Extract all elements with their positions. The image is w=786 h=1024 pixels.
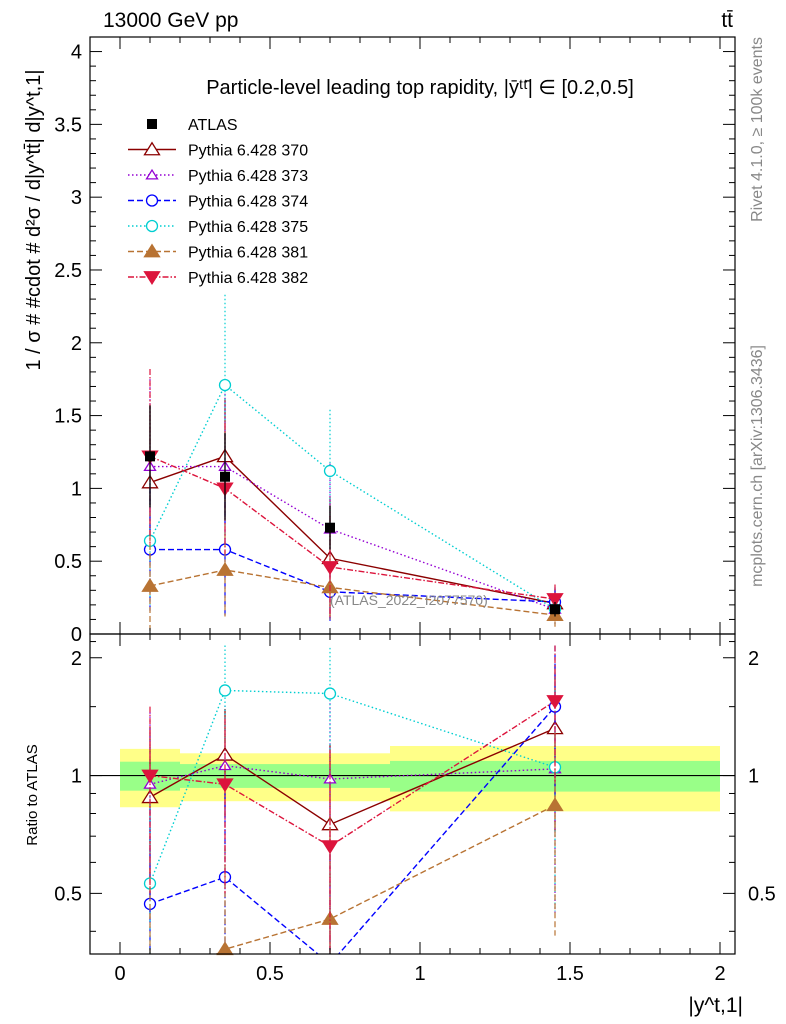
ratio-y-tick-label: 0.5: [54, 883, 82, 905]
series-atlas: [145, 405, 560, 617]
main-y-axis: 0 0.5 1 1.5 2 2.5 3 3.5 4: [54, 42, 735, 646]
series-point: [321, 561, 339, 575]
ratio-y-tick-label: 1: [71, 766, 82, 788]
legend-entry: Pythia 6.428 370: [128, 141, 308, 160]
ratio-y-tick-label: 2: [71, 648, 82, 670]
legend-marker: [145, 194, 159, 207]
site-label: mcplots.cern.ch [arXiv:1306.3436]: [749, 345, 766, 587]
process-label: tt̄: [721, 9, 733, 32]
ratio-point: [323, 687, 337, 700]
series-line: [150, 548, 556, 603]
ratio-y-tick-label-right: 0.5: [748, 883, 776, 905]
ratio-point: [546, 695, 564, 710]
atlas-point: [550, 604, 560, 615]
x-axis: 0 0.5 1 1.5 2: [89, 634, 726, 985]
ratio-series-382: [141, 645, 564, 954]
legend-marker: [143, 243, 161, 258]
legend-marker: [145, 168, 159, 180]
ratio-point: [216, 778, 234, 793]
series-line: [149, 455, 556, 605]
legend-entry: Pythia 6.428 382: [128, 270, 308, 287]
ratio-point: [216, 941, 234, 956]
main-y-tick-label: 2: [71, 333, 82, 355]
main-y-tick-label: 0.5: [54, 551, 82, 573]
series-line: [150, 465, 556, 610]
x-tick-label: 0: [114, 963, 125, 985]
ratio-point: [546, 797, 564, 812]
chart-title: Particle-level leading top rapidity, |ȳ…: [206, 77, 634, 99]
ratio-series-line: [215, 804, 556, 954]
series-point: [546, 593, 564, 608]
legend-entry: Pythia 6.428 375: [128, 219, 308, 236]
legend-entry: Pythia 6.428 374: [128, 194, 308, 211]
ratio-y-label: Ratio to ATLAS: [24, 744, 41, 845]
x-tick-label: 1.5: [556, 963, 584, 985]
legend-entry: ATLAS: [147, 117, 238, 134]
legend-label: Pythia 6.428 381: [188, 245, 308, 262]
ratio-series-line: [149, 706, 556, 954]
legend: ATLAS Pythia 6.428 370 Pythia 6.428 373 Pyt…: [128, 117, 308, 287]
main-y-tick-label: 1: [71, 478, 82, 500]
atlas-point: [145, 451, 155, 462]
legend-marker: [143, 141, 161, 156]
energy-label: 13000 GeV pp: [103, 9, 238, 32]
main-y-tick-label: 2.5: [54, 260, 82, 282]
series-381: [141, 523, 564, 634]
series-382: [141, 368, 564, 618]
main-x-ticks: [89, 37, 721, 634]
ratio-y-axis: 0.5 0.5 1 1 2 2: [54, 641, 776, 932]
atlas-point: [325, 522, 335, 533]
legend-marker: [143, 271, 161, 285]
legend-label: Pythia 6.428 374: [188, 194, 308, 211]
legend-entry: Pythia 6.428 373: [128, 168, 308, 185]
rivet-label: Rivet 4.1.0, ≥ 100k events: [749, 37, 766, 222]
ratio-series-line: [149, 700, 556, 848]
series-point: [141, 577, 159, 592]
ratio-point: [321, 840, 339, 855]
atlas-point: [220, 471, 230, 482]
x-tick-label: 2: [714, 963, 725, 985]
ratio-point: [218, 684, 232, 697]
series-point: [216, 561, 234, 576]
main-plot-area: [141, 294, 564, 634]
ratio-y-tick-label-right: 1: [748, 766, 759, 788]
legend-label: Pythia 6.428 370: [188, 143, 308, 160]
main-y-tick-label: 4: [71, 42, 82, 64]
series-point: [218, 378, 232, 392]
x-axis-label: |y^t,1|: [688, 994, 743, 1017]
ratio-y-tick-label-right: 2: [748, 648, 759, 670]
legend-marker: [147, 119, 157, 129]
series-370: [141, 398, 564, 620]
legend-label: Pythia 6.428 375: [188, 219, 308, 236]
ratio-plot-area: [90, 645, 735, 956]
legend-label: Pythia 6.428 373: [188, 168, 308, 185]
main-y-tick-label: 3: [71, 187, 82, 209]
x-tick-label: 0.5: [256, 963, 284, 985]
legend-label: ATLAS: [188, 117, 238, 134]
main-y-tick-label: 1.5: [54, 406, 82, 428]
main-y-label: 1 / σ # #cdot # d²σ / d|y^tt̄| d|y^t,1|: [23, 69, 45, 370]
ratio-series-line: [149, 727, 556, 826]
series-line: [149, 455, 556, 600]
series-line: [149, 383, 556, 610]
main-panel: 0 0.5 1 1.5 2 2.5 3 3.5 4 Particle-level leading…: [23, 36, 736, 646]
ratio-panel: 0.5 0.5 1 1 2 2 0 0.5 1 1.5 2 Ratio to ATLAS |y^t…: [24, 633, 776, 1017]
legend-entry: Pythia 6.428 381: [128, 243, 308, 262]
legend-marker: [145, 219, 159, 233]
ratio-point: [141, 769, 159, 784]
series-point: [323, 464, 337, 478]
ratio-frame: [89, 633, 736, 955]
watermark: (ATLAS_2022_I2077570): [330, 592, 488, 608]
legend-label: Pythia 6.428 382: [188, 270, 308, 287]
series-line: [149, 569, 556, 616]
main-frame: [89, 36, 736, 635]
series-373: [143, 379, 562, 624]
x-tick-label: 1: [414, 963, 425, 985]
main-y-tick-label: 3.5: [54, 114, 82, 136]
main-y-tick-label: 0: [71, 624, 82, 646]
